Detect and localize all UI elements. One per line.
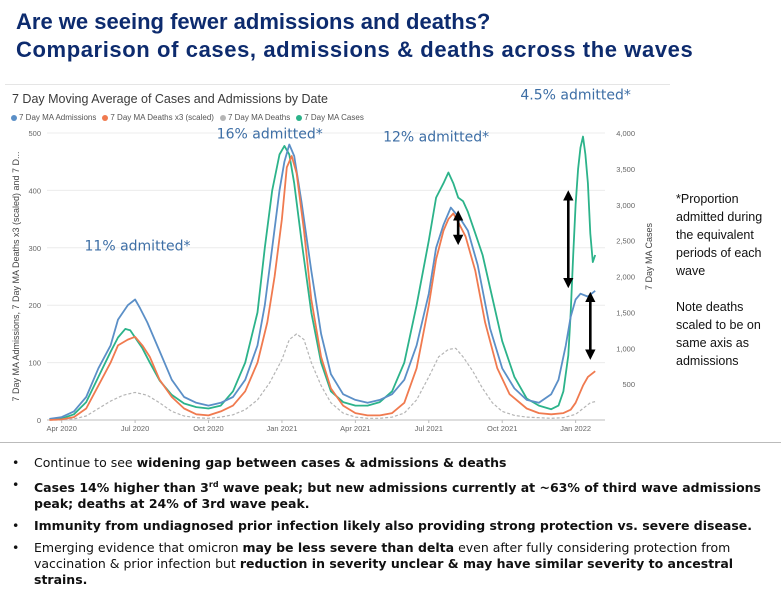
y-left-tick-label: 0 [37, 416, 41, 425]
bullet-text: Cases 14% higher than 3 [34, 480, 209, 496]
series-line-7-day-ma-deaths-x3-scaled- [49, 155, 596, 421]
legend-label: 7 Day MA Deaths x3 (scaled) [110, 113, 214, 122]
y-right-tick-label: 3,500 [616, 165, 635, 174]
y-left-tick-label: 200 [28, 301, 41, 310]
x-tick-label: Apr 2021 [340, 424, 370, 433]
bullet-text: Immunity from undiagnosed prior infectio… [34, 518, 753, 534]
bullet-text: widening gap between cases & admissions … [136, 455, 507, 470]
annotation-label: 16% admitted* [217, 127, 323, 143]
legend-label: 7 Day MA Admissions [19, 113, 97, 122]
legend-swatch [11, 114, 17, 121]
annotation-label: 11% admitted* [85, 239, 191, 255]
chart-title: 7 Day Moving Average of Cases and Admiss… [12, 92, 328, 106]
y-left-tick-label: 300 [28, 244, 41, 253]
bullet-item: Emerging evidence that omicron may be le… [10, 540, 775, 588]
y-right-tick-label: 4,000 [616, 129, 635, 138]
y-right-tick-label: 1,000 [616, 344, 635, 353]
bullet-text: wave peak; but new admissions currently … [34, 480, 761, 512]
bullet-text: even after fully considering protection … [34, 540, 731, 572]
x-tick-label: Oct 2020 [193, 424, 223, 433]
side-note: *Proportion admitted during the equivale… [676, 190, 776, 388]
side-note-deaths-scaled: Note deaths scaled to be on same axis as… [676, 300, 761, 368]
bullet-text: rd [208, 480, 219, 489]
slide-title: Are we seeing fewer admissions and death… [16, 8, 776, 64]
annotation-label: 4.5% admitted* [520, 88, 631, 104]
annotation-label: 12% admitted* [383, 130, 489, 146]
x-tick-label: Jul 2021 [415, 424, 443, 433]
y-left-axis-title: 7 Day MA Admissions, 7 Day MA Deaths x3 … [11, 151, 21, 401]
legend-item: 7 Day MA Admissions [11, 113, 96, 122]
series-line-7-day-ma-deaths [49, 333, 596, 421]
series-line-7-day-ma-admissions [49, 143, 596, 420]
divider [0, 442, 781, 443]
legend-item: 7 Day MA Deaths x3 (scaled) [102, 113, 214, 122]
y-right-tick-label: 500 [622, 380, 635, 389]
y-right-tick-label: 3,000 [616, 201, 635, 210]
y-left-tick-label: 400 [28, 186, 41, 195]
line-chart: 0 100 200 300 400 500 500 1,000 1,500 2,000 2,500 3… [11, 88, 654, 433]
bullet-text: may be less severe than delta [242, 540, 455, 556]
legend-swatch [219, 114, 226, 121]
legend-swatch [102, 114, 109, 121]
x-tick-label: Oct 2021 [487, 424, 517, 433]
y-right-tick-label: 2,000 [616, 273, 635, 282]
legend-label: 7 Day MA Deaths [227, 113, 291, 122]
title-line-2: Comparison of cases, admissions & deaths… [16, 37, 694, 62]
bullet-text: Emerging evidence that omicron [34, 540, 243, 556]
legend-item: 7 Day MA Cases [296, 113, 364, 122]
title-line-1: Are we seeing fewer admissions and death… [16, 9, 491, 34]
legend-item: 7 Day MA Deaths [219, 113, 291, 122]
x-tick-label: Jan 2021 [267, 424, 298, 433]
y-left-tick-label: 500 [28, 129, 41, 138]
bullet-item: Cases 14% higher than 3rd wave peak; but… [10, 477, 775, 512]
chart-legend: 7 Day MA Admissions 7 Day MA Deaths x3 (s… [11, 113, 364, 122]
y-right-tick-label: 2,500 [616, 237, 635, 246]
bullet-item: Immunity from undiagnosed prior infectio… [10, 518, 775, 534]
side-note-proportion: *Proportion admitted during the equivale… [676, 192, 763, 278]
y-left-tick-label: 100 [28, 359, 41, 368]
bullet-list: Continue to see widening gap between cas… [10, 455, 775, 594]
legend-label: 7 Day MA Cases [304, 113, 364, 122]
x-tick-label: Apr 2020 [46, 424, 76, 433]
bullet-text: reduction in severity unclear & may have… [34, 556, 734, 588]
legend-swatch [296, 114, 303, 121]
y-right-axis-title: 7 Day MA Cases [644, 222, 654, 290]
bullet-item: Continue to see widening gap between cas… [10, 455, 775, 471]
x-tick-label: Jan 2022 [560, 424, 591, 433]
x-tick-label: Jul 2020 [121, 424, 149, 433]
y-right-tick-label: 1,500 [616, 308, 635, 317]
chart-panel: 0 100 200 300 400 500 500 1,000 1,500 2,000 2,500 3… [5, 84, 670, 436]
bullet-text: Continue to see [34, 455, 137, 470]
series-line-7-day-ma-cases [49, 135, 597, 421]
